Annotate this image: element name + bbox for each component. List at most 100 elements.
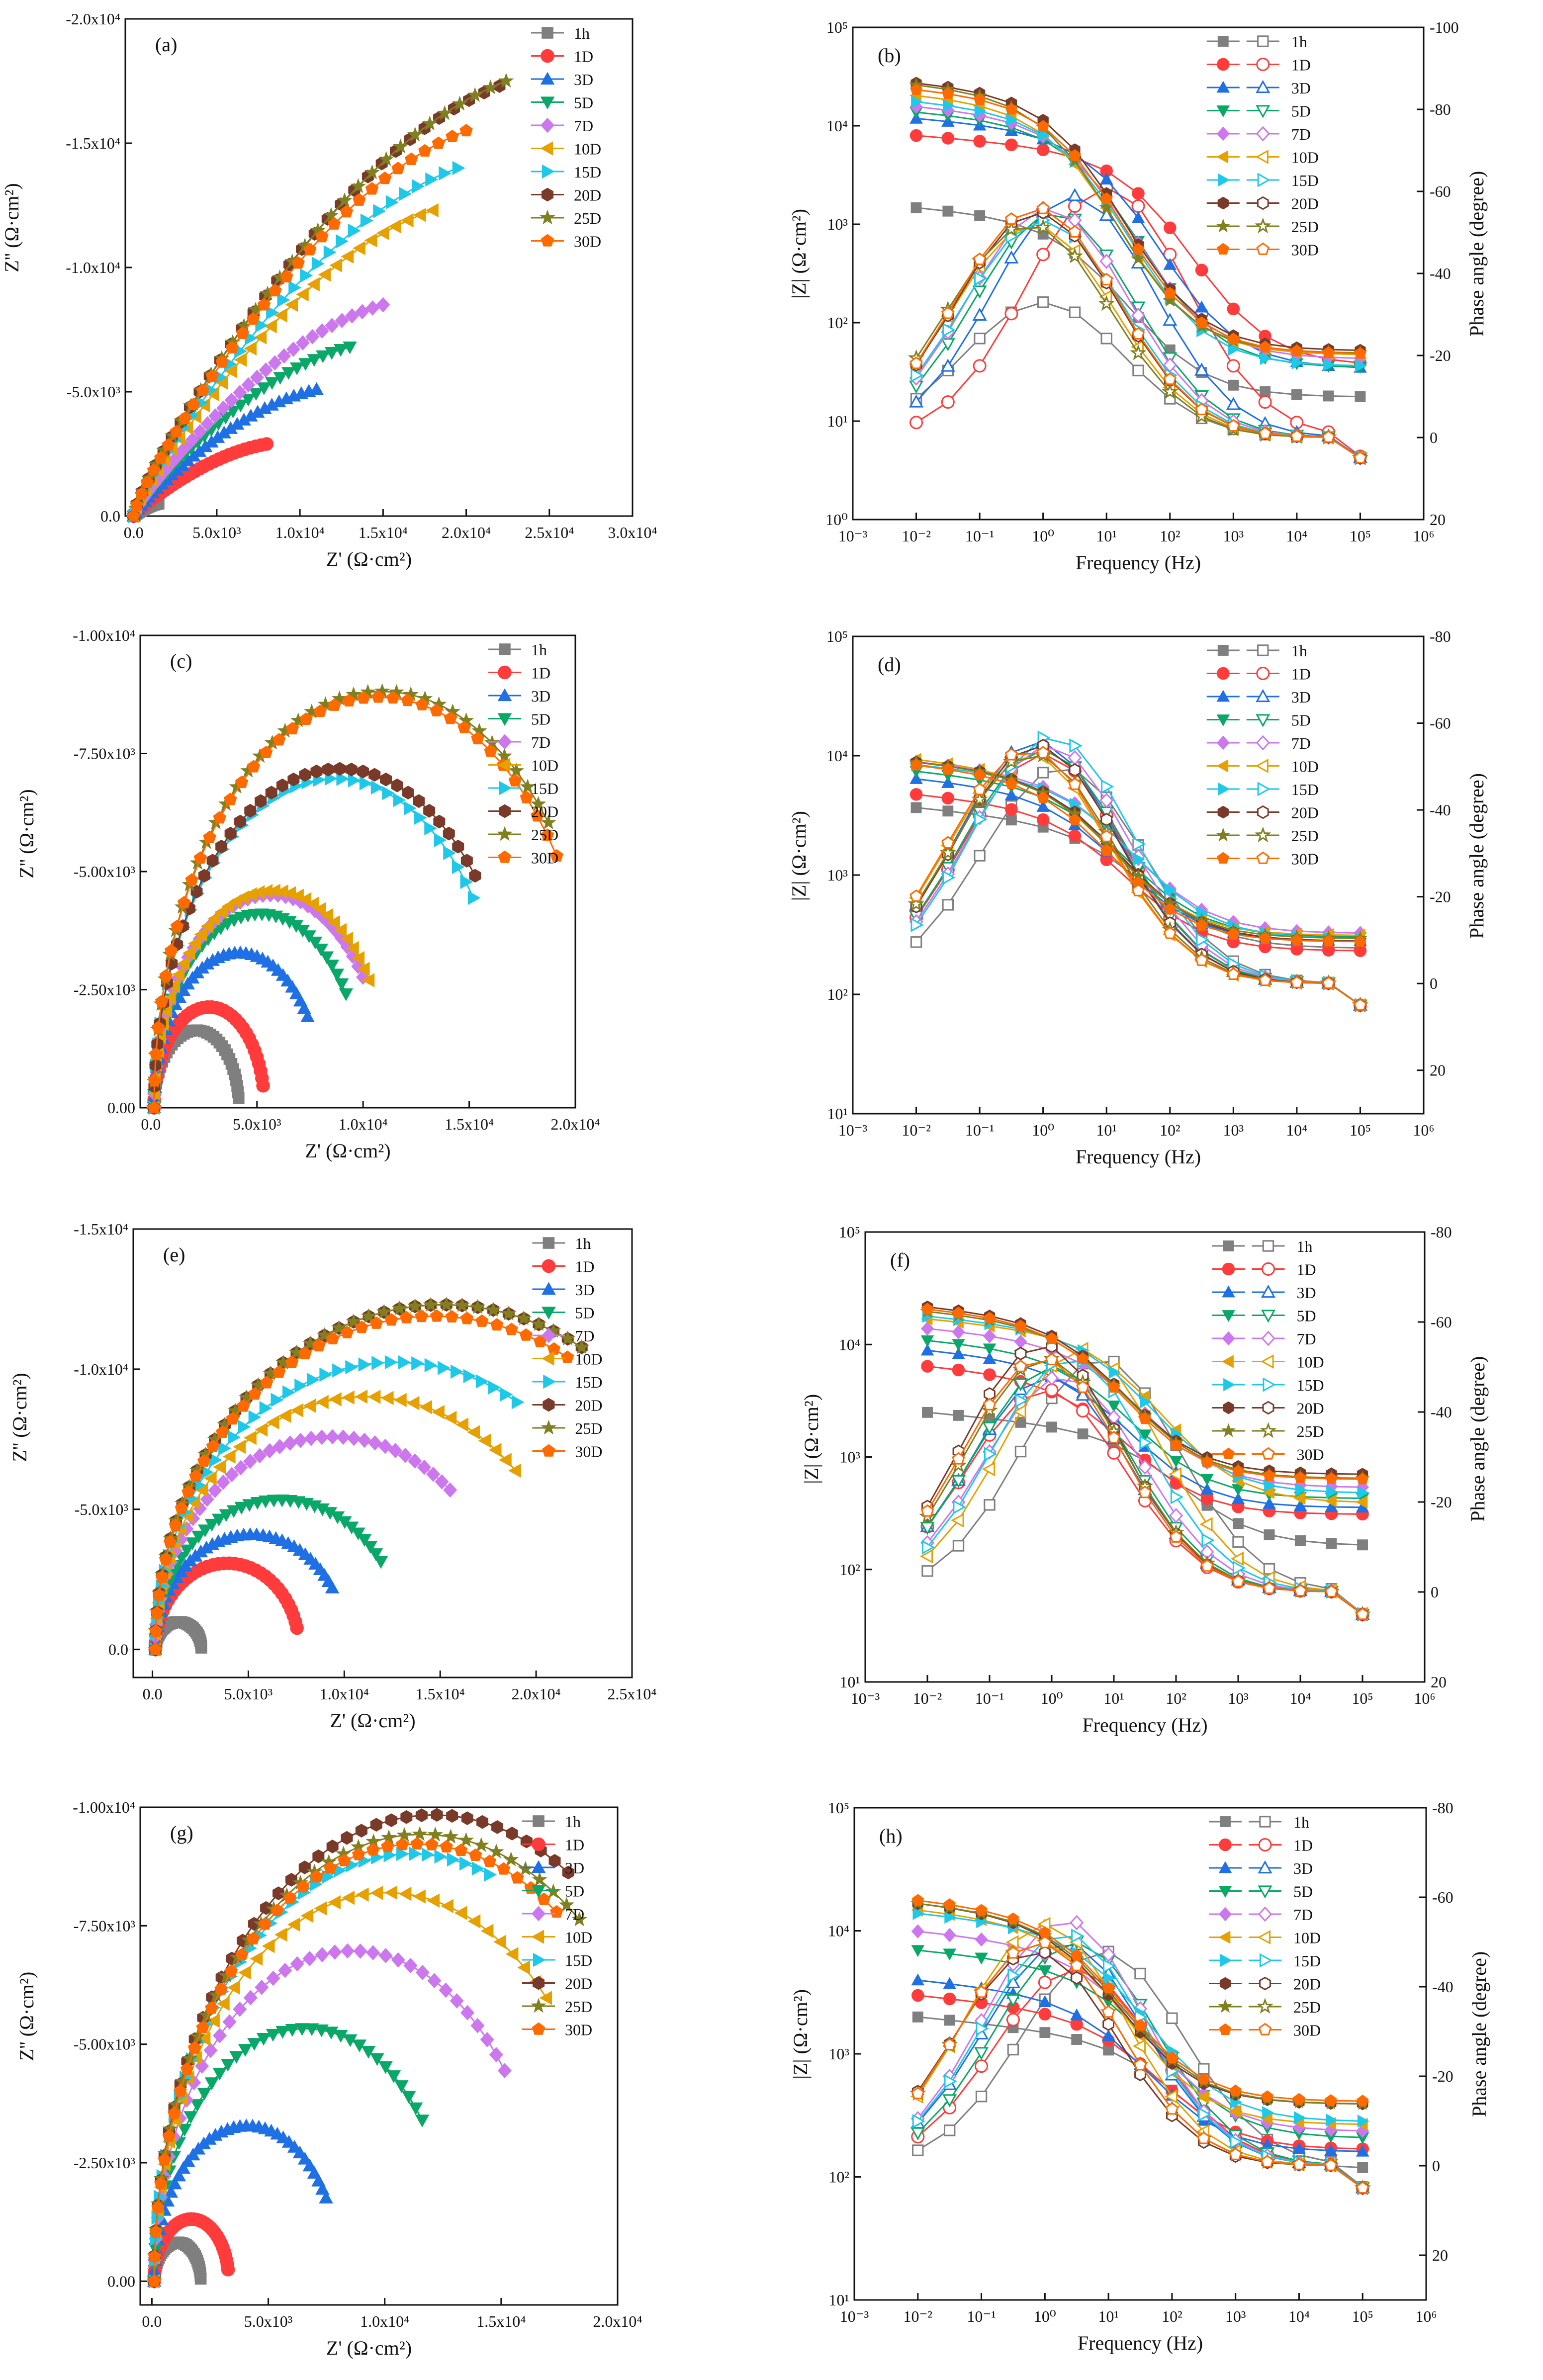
modulus-point-5D [975,1952,988,1965]
nyquist-point-7D [200,416,215,432]
nyquist-point-10D [328,1392,342,1407]
x-tick-label: 2.0x10⁴ [442,524,491,541]
phase-point-3D [1067,188,1082,201]
y-tick-label: -5.0x10³ [75,1500,128,1518]
y-axis-label: |Z| (Ω·cm²) [788,209,810,299]
nyquist-point-7D [378,1438,392,1454]
nyquist-point-30D [155,994,169,1007]
nyquist-point-15D [244,1941,257,1955]
y2-tick-label: 20 [1430,1061,1446,1079]
nyquist-point-7D [357,1432,371,1448]
legend-marker-open-25D [1255,217,1271,234]
phase-point-30D [1131,327,1145,340]
nyquist-point-10D [419,1400,432,1414]
nyquist-point-25D [438,1296,454,1312]
nyquist-point-20D [272,1886,285,1900]
nyquist-point-5D [357,1534,372,1547]
nyquist-point-5D [220,918,235,931]
phase-point-10D [1230,1551,1244,1566]
legend-marker-filled-25D [1216,827,1231,842]
nyquist-point-15D [443,846,456,860]
nyquist-point-7D [325,318,339,334]
phase-point-1h [952,1540,965,1552]
legend-label-20D: 20D [531,803,558,821]
legend-label-25D: 25D [575,1419,602,1437]
modulus-point-1D [909,788,923,801]
phase-point-30D [952,1452,965,1465]
nyquist-point-5D [242,1499,257,1512]
nyquist-point-7D [266,1970,280,1986]
legend-marker-open-20D [1259,1976,1271,1991]
nyquist-point-3D [164,2185,179,2198]
nyquist-point-15D [459,1856,472,1871]
nyquist-point-15D [259,1401,272,1415]
nyquist-point-25D [323,207,339,222]
legend-marker-filled-10D [1221,1355,1234,1368]
bode-series-30D [920,1303,1369,1620]
phase-point-30D [973,253,987,265]
legend-marker-10D [531,1930,545,1944]
nyquist-point-25D [574,1339,590,1354]
nyquist-point-7D [367,1435,382,1451]
nyquist-point-30D [151,2201,165,2213]
nyquist-point-7D [417,1459,432,1475]
nyquist-point-5D [386,2070,401,2083]
nyquist-point-7D [403,1957,418,1973]
phase-point-30D [1045,1353,1059,1366]
nyquist-point-10D [307,277,320,292]
modulus-point-1D [941,132,955,145]
nyquist-point-7D [263,1443,277,1459]
modulus-point-7D [975,1932,988,1947]
nyquist-point-30D [235,775,249,789]
nyquist-point-30D [246,312,260,325]
nyquist-point-30D [315,230,329,243]
nyquist-point-30D [205,369,219,382]
nyquist-point-5D [373,1556,388,1569]
nyquist-point-30D [432,136,445,149]
phase-point-5D [942,2094,957,2108]
modulus-point-30D [1227,333,1240,345]
modulus-point-30D [1290,934,1303,946]
legend-marker-filled-30D [1217,852,1230,864]
phase-point-25D [908,895,925,911]
phase-point-30D [1322,976,1335,989]
nyquist-point-25D [316,1327,333,1342]
modulus-point-30D [1201,1456,1213,1468]
legend-label-1h: 1h [1297,1237,1313,1255]
legend-label-1h: 1h [1291,33,1307,51]
nyquist-series-5D [148,1495,388,1657]
phase-point-7D [1044,1370,1059,1386]
phase-point-25D [1003,220,1020,237]
legend-label-15D: 15D [565,1951,592,1969]
nyquist-point-10D [244,341,257,356]
nyquist-point-20D [413,794,425,808]
legend-marker-1D [532,1837,545,1851]
y2-tick-label: -60 [1431,1313,1452,1331]
nyquist-point-30D [508,774,522,787]
nyquist-point-20D [312,1849,325,1863]
nyquist-point-5D [233,399,248,413]
x-axis-label: Frequency (Hz) [1082,1714,1207,1736]
panel-label: (g) [170,1822,193,1844]
nyquist-point-25D [443,1828,459,1844]
modulus-point-3D [943,1977,956,1989]
nyquist-point-10D [342,1390,355,1405]
modulus-point-15D [974,104,987,118]
phase-point-20D [1102,2017,1114,2031]
nyquist-point-3D [292,2145,307,2159]
phase-point-15D [1201,1533,1215,1548]
legend-label-7D: 7D [574,117,593,135]
nyquist-point-25D [427,1826,443,1842]
phase-point-30D [1293,1584,1307,1597]
phase-point-1D [1258,395,1272,409]
y-tick-label: 10³ [839,1448,860,1466]
modulus-point-1h [922,1407,933,1418]
nyquist-point-7D [295,335,310,351]
modulus-point-30D [1045,1332,1058,1344]
phase-point-15D [984,1447,998,1462]
modulus-point-30D [1005,103,1018,115]
modulus-point-1D [1005,138,1018,152]
nyquist-point-30D [550,849,563,862]
nyquist-point-30D [178,411,191,424]
nyquist-point-25D [498,73,514,88]
